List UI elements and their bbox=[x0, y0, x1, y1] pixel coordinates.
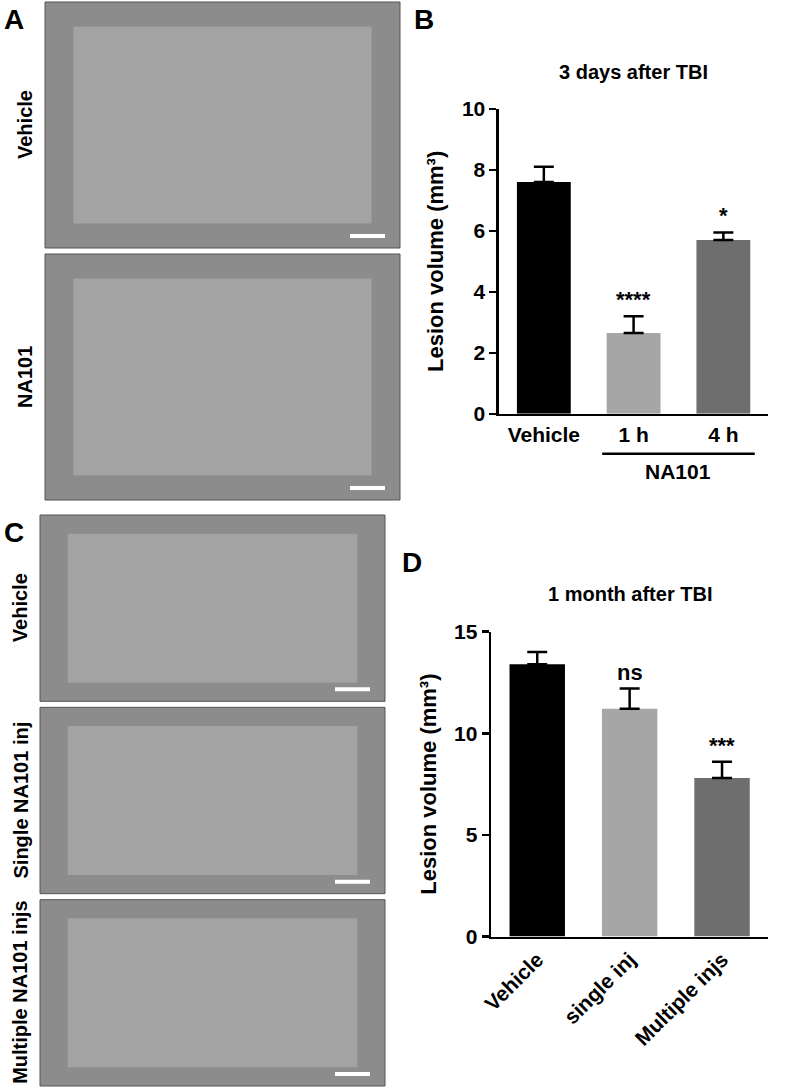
svg-text:Vehicle: Vehicle bbox=[508, 423, 580, 446]
svg-text:6: 6 bbox=[474, 219, 486, 242]
svg-text:C: C bbox=[4, 517, 24, 548]
svg-text:*: * bbox=[719, 203, 728, 228]
svg-text:A: A bbox=[4, 4, 24, 35]
svg-text:4 h: 4 h bbox=[708, 423, 738, 446]
svg-text:NA101: NA101 bbox=[645, 460, 711, 483]
svg-text:2: 2 bbox=[474, 341, 486, 364]
svg-text:Vehicle: Vehicle bbox=[14, 90, 36, 159]
svg-text:NA101: NA101 bbox=[14, 346, 36, 408]
svg-text:3 days after TBI: 3 days after TBI bbox=[559, 61, 708, 83]
svg-text:1 h: 1 h bbox=[618, 423, 648, 446]
svg-text:Vehicle: Vehicle bbox=[9, 573, 31, 642]
svg-text:Multiple injs: Multiple injs bbox=[630, 948, 732, 1050]
svg-text:***: *** bbox=[709, 733, 735, 758]
svg-text:Lesion volume (mm³): Lesion volume (mm³) bbox=[423, 151, 448, 372]
svg-text:1 month after TBI: 1 month after TBI bbox=[548, 583, 712, 605]
svg-text:ns: ns bbox=[617, 660, 643, 685]
svg-text:10: 10 bbox=[454, 722, 477, 745]
svg-text:****: **** bbox=[616, 287, 651, 312]
svg-text:10: 10 bbox=[462, 97, 485, 120]
svg-text:5: 5 bbox=[466, 823, 478, 846]
svg-text:B: B bbox=[414, 4, 434, 35]
svg-text:Single NA101 inj: Single NA101 inj bbox=[10, 722, 32, 879]
svg-text:8: 8 bbox=[474, 158, 486, 181]
svg-text:0: 0 bbox=[474, 402, 486, 425]
svg-text:Multiple NA101 injs: Multiple NA101 injs bbox=[9, 900, 31, 1083]
svg-text:single inj: single inj bbox=[559, 948, 640, 1029]
svg-text:15: 15 bbox=[454, 620, 478, 643]
svg-text:0: 0 bbox=[466, 925, 478, 948]
svg-text:D: D bbox=[402, 547, 422, 578]
svg-text:Vehicle: Vehicle bbox=[480, 948, 547, 1015]
svg-text:Lesion volume (mm³): Lesion volume (mm³) bbox=[416, 673, 441, 894]
svg-text:4: 4 bbox=[474, 280, 486, 303]
